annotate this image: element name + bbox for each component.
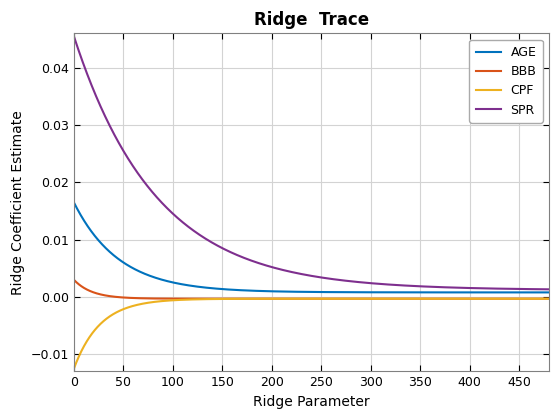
X-axis label: Ridge Parameter: Ridge Parameter xyxy=(253,395,370,409)
Y-axis label: Ridge Coefficient Estimate: Ridge Coefficient Estimate xyxy=(11,110,25,295)
CPF xyxy=(545,296,552,301)
SPR xyxy=(545,287,552,292)
BBB xyxy=(545,296,552,301)
AGE xyxy=(125,263,132,268)
Line: BBB: BBB xyxy=(74,280,549,299)
AGE xyxy=(545,290,552,295)
BBB xyxy=(125,295,132,300)
Title: Ridge  Trace: Ridge Trace xyxy=(254,11,369,29)
CPF xyxy=(273,296,280,301)
BBB xyxy=(485,296,492,301)
CPF xyxy=(71,366,77,371)
BBB xyxy=(273,296,280,301)
AGE xyxy=(273,289,280,294)
AGE xyxy=(71,200,77,205)
BBB xyxy=(71,277,77,282)
Line: AGE: AGE xyxy=(74,202,549,292)
Legend: AGE, BBB, CPF, SPR: AGE, BBB, CPF, SPR xyxy=(469,40,543,123)
AGE xyxy=(536,290,543,295)
AGE xyxy=(153,276,160,281)
CPF xyxy=(253,296,259,301)
SPR xyxy=(485,286,492,291)
SPR xyxy=(253,260,259,265)
CPF xyxy=(153,299,160,304)
CPF xyxy=(125,305,132,310)
SPR xyxy=(536,287,543,292)
CPF xyxy=(485,296,492,301)
BBB xyxy=(153,296,160,301)
AGE xyxy=(485,290,492,295)
Line: SPR: SPR xyxy=(74,36,549,289)
SPR xyxy=(71,34,77,39)
SPR xyxy=(125,156,132,161)
CPF xyxy=(536,296,543,301)
AGE xyxy=(253,288,259,293)
BBB xyxy=(536,296,543,301)
BBB xyxy=(253,296,259,301)
SPR xyxy=(273,266,280,271)
SPR xyxy=(153,194,160,199)
Line: CPF: CPF xyxy=(74,299,549,369)
